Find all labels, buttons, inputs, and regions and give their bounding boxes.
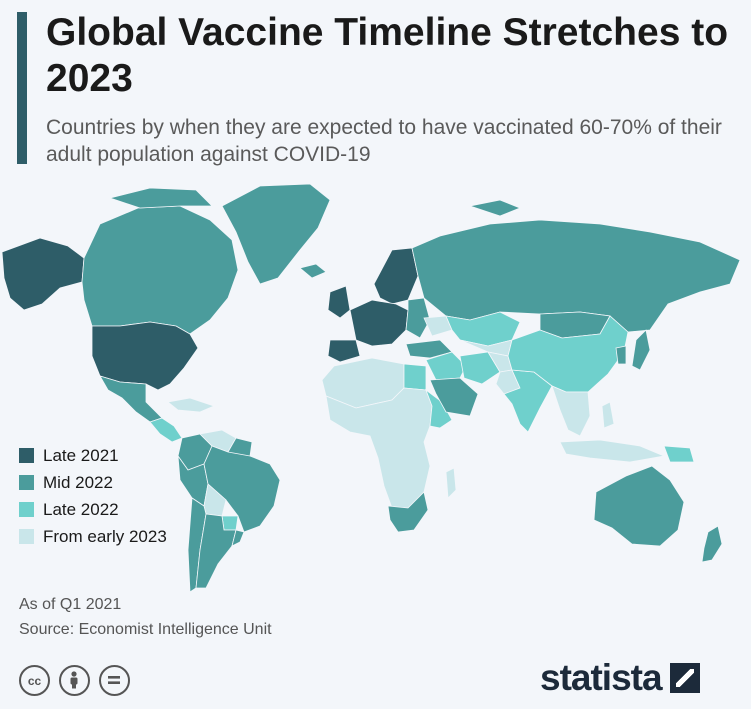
- legend-swatch: [19, 502, 34, 517]
- legend-swatch: [19, 529, 34, 544]
- region-papua-new-guinea: [663, 445, 695, 463]
- brand-wordmark: statista: [540, 657, 663, 698]
- region-central-america: [149, 417, 183, 443]
- brand-mark-icon: [669, 663, 700, 693]
- statista-logo[interactable]: statista: [540, 656, 700, 700]
- region-south-africa: [387, 491, 429, 533]
- legend-swatch: [19, 448, 34, 463]
- region-scandinavia: [373, 247, 419, 305]
- legend-swatch: [19, 475, 34, 490]
- region-china: [507, 315, 629, 393]
- region-madagascar: [445, 467, 457, 499]
- legend-label: Late 2022: [43, 499, 119, 519]
- map-legend: Late 2021 Mid 2022 Late 2022 From early 202…: [19, 442, 167, 550]
- region-uk-ireland: [327, 285, 351, 319]
- region-iran: [459, 351, 501, 385]
- region-korea: [615, 345, 627, 365]
- title-accent-bar: [17, 12, 27, 164]
- region-australia: [593, 465, 685, 547]
- region-iceland: [299, 263, 327, 279]
- region-paraguay: [221, 515, 239, 531]
- region-southeast-asia: [551, 385, 591, 437]
- region-canada: [81, 205, 239, 335]
- region-japan: [631, 329, 651, 371]
- region-western-europe: [349, 299, 409, 347]
- legend-label: From early 2023: [43, 526, 167, 546]
- region-new-zealand: [701, 525, 723, 563]
- region-greenland: [221, 183, 331, 285]
- source-note: Source: Economist Intelligence Unit: [19, 621, 272, 638]
- region-caribbean: [167, 397, 216, 413]
- region-iberia: [327, 339, 361, 363]
- region-indonesia: [559, 439, 666, 463]
- no-derivatives-icon[interactable]: [99, 665, 130, 696]
- cc-icon[interactable]: cc: [19, 665, 50, 696]
- region-canada-arctic: [108, 187, 213, 209]
- region-sub-saharan-africa: [325, 387, 433, 509]
- world-map: [0, 180, 751, 600]
- chart-title: Global Vaccine Timeline Stretches to 202…: [46, 11, 729, 100]
- legend-item: Late 2021: [19, 442, 167, 469]
- region-egypt: [403, 363, 427, 391]
- region-alaska: [1, 237, 85, 311]
- legend-label: Late 2021: [43, 445, 119, 465]
- legend-item: Mid 2022: [19, 469, 167, 496]
- legend-label: Mid 2022: [43, 472, 113, 492]
- legend-item: From early 2023: [19, 523, 167, 550]
- data-date-note: As of Q1 2021: [19, 596, 122, 613]
- region-saudi-arabia: [429, 377, 479, 417]
- region-argentina: [195, 513, 237, 589]
- attribution-icon[interactable]: [59, 665, 90, 696]
- region-uruguay: [231, 529, 245, 547]
- legend-item: Late 2022: [19, 496, 167, 523]
- region-philippines: [601, 401, 615, 429]
- chart-subtitle: Countries by when they are expected to h…: [46, 116, 722, 166]
- region-russia-arctic: [468, 199, 522, 217]
- license-icons: cc: [19, 665, 130, 696]
